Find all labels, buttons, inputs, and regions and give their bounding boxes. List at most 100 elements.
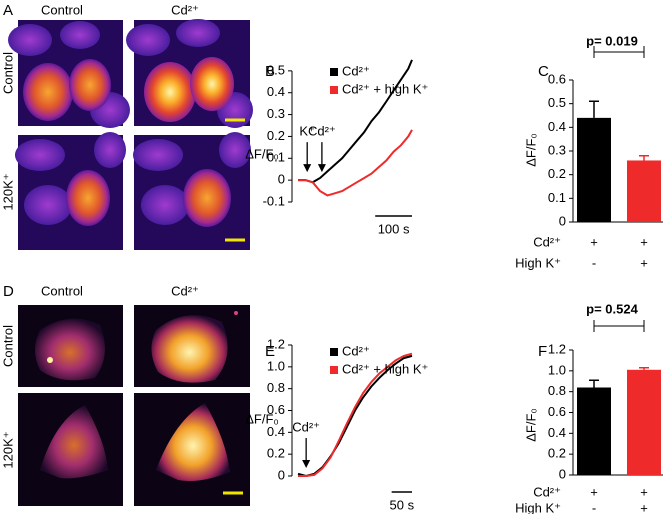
y-tick-label: 1.0 — [267, 358, 285, 373]
scale-bar-label: 100 s — [378, 221, 410, 236]
y-tick-label: -0.1 — [263, 193, 285, 208]
legend-swatch — [330, 366, 338, 374]
y-tick-label: 0.4 — [548, 119, 566, 134]
panel-letter: C — [538, 63, 549, 80]
row-label: 120K⁺ — [0, 173, 15, 210]
arrow-head — [303, 164, 312, 173]
error-bar — [589, 379, 599, 388]
chart-title: p= 0.019 — [586, 33, 638, 48]
condition-value: - — [592, 500, 596, 514]
y-tick-label: 1.2 — [548, 341, 566, 356]
y-tick-label: 0.4 — [267, 424, 285, 439]
image — [134, 393, 250, 506]
y-tick-label: 1.0 — [548, 362, 566, 377]
condition-label: High K⁺ — [515, 500, 561, 514]
bar — [577, 117, 611, 222]
condition-label: Cd²⁺ — [533, 484, 561, 499]
y-tick-label: 0.6 — [267, 402, 285, 417]
y-axis-label: ΔF/F₀ — [245, 146, 279, 161]
micrographs-a — [8, 19, 253, 250]
arrow-head — [317, 164, 326, 173]
y-tick-label: 0.4 — [548, 425, 566, 440]
y-tick-label: 0.2 — [267, 128, 285, 143]
legend-label: Cd²⁺ — [342, 63, 370, 78]
legend-swatch — [330, 68, 338, 76]
bar — [577, 387, 611, 475]
image — [15, 132, 126, 250]
annotation: K⁺ — [299, 124, 315, 139]
y-tick-label: 1.2 — [267, 336, 285, 351]
condition-value: + — [640, 255, 648, 270]
row-label: 120K⁺ — [0, 431, 15, 468]
significance-bracket — [593, 320, 645, 332]
significance-bracket — [593, 46, 645, 58]
legend-label: Cd²⁺ + high K⁺ — [342, 81, 428, 96]
y-tick-label: 0.3 — [267, 106, 285, 121]
image — [18, 393, 123, 506]
condition-value: + — [590, 234, 598, 249]
condition-value: + — [640, 484, 648, 499]
error-bar — [639, 154, 649, 161]
y-tick-label: 0.5 — [548, 95, 566, 110]
y-tick-label: 0.1 — [548, 190, 566, 205]
panel-letter: F — [538, 343, 547, 360]
scale-bar-label: 50 s — [390, 497, 415, 512]
y-tick-label: 0.5 — [267, 62, 285, 77]
y-tick-label: 0.6 — [548, 71, 566, 86]
y-tick-label: 0.8 — [267, 380, 285, 395]
row-label: Control — [0, 325, 15, 367]
legend-label: Cd²⁺ + high K⁺ — [342, 361, 428, 376]
y-tick-label: 0.4 — [267, 84, 285, 99]
panel-letter: B — [265, 63, 275, 80]
y-tick-label: 0 — [559, 466, 566, 481]
trace — [298, 352, 413, 477]
image — [134, 305, 250, 387]
column-label: Control — [41, 283, 83, 298]
bar — [627, 160, 661, 222]
condition-value: - — [592, 255, 596, 270]
condition-label: High K⁺ — [515, 255, 561, 270]
y-tick-label: 0 — [559, 213, 566, 228]
y-tick-label: 0 — [278, 467, 285, 482]
image — [126, 19, 253, 128]
column-label: Control — [41, 2, 83, 17]
chart-title: p= 0.524 — [586, 301, 638, 316]
panel-letter: A — [3, 2, 13, 19]
image — [133, 132, 251, 250]
annotation: Cd²⁺ — [292, 419, 320, 434]
y-tick-label: 0.2 — [267, 446, 285, 461]
condition-value: + — [590, 484, 598, 499]
error-bar — [589, 100, 599, 118]
y-tick-label: 0.2 — [548, 166, 566, 181]
column-label: Cd²⁺ — [171, 2, 199, 17]
y-tick-label: 0.8 — [548, 383, 566, 398]
image — [8, 20, 130, 128]
y-axis-label: ΔF/F₀ — [523, 133, 538, 167]
y-axis-label: ΔF/F₀ — [523, 408, 538, 442]
legend-swatch — [330, 348, 338, 356]
condition-label: Cd²⁺ — [533, 234, 561, 249]
legend-swatch — [330, 86, 338, 94]
y-tick-label: 0.2 — [548, 446, 566, 461]
y-tick-label: 0 — [278, 172, 285, 187]
panel-letter: E — [265, 343, 275, 360]
condition-value: + — [640, 234, 648, 249]
condition-value: + — [640, 500, 648, 514]
error-bar — [639, 366, 649, 370]
trace — [298, 129, 413, 197]
y-tick-label: 0.6 — [548, 404, 566, 419]
image — [18, 305, 123, 387]
annotation: Cd²⁺ — [308, 124, 336, 139]
micrographs-d — [18, 305, 250, 506]
arrow-head — [302, 460, 311, 468]
y-axis-label: ΔF/F₀ — [245, 411, 279, 426]
panel-letter: D — [3, 283, 14, 300]
row-label: Control — [0, 52, 15, 94]
trace — [298, 59, 413, 184]
y-tick-label: 0.1 — [267, 150, 285, 165]
column-label: Cd²⁺ — [171, 283, 199, 298]
y-tick-label: 0.3 — [548, 142, 566, 157]
legend-label: Cd²⁺ — [342, 343, 370, 358]
bar — [627, 369, 661, 475]
